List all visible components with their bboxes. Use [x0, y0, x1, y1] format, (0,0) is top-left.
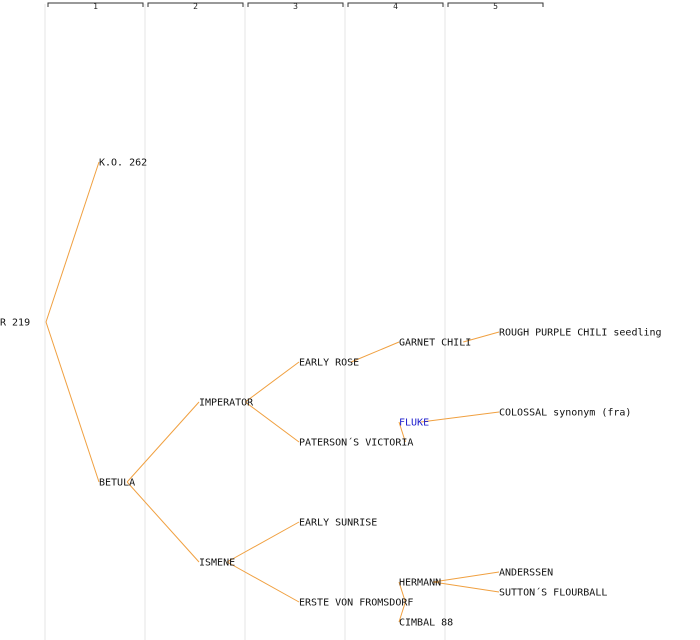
branch-hermann-to-anderssen — [433, 571, 500, 583]
branch-fluke-to-colossal — [421, 411, 500, 423]
generation-dividers — [44, 4, 446, 640]
branch-root-to-betula — [45, 321, 100, 483]
node-hermann[interactable]: HERMANN — [399, 578, 441, 589]
node-garnet-chili[interactable]: GARNET CHILI — [399, 338, 471, 349]
branch-hermann-to-suttons-flourball — [433, 581, 500, 593]
generation-bracket-3 — [247, 2, 344, 7]
generation-number-5: 5 — [493, 2, 498, 11]
node-early-rose[interactable]: EARLY ROSE — [299, 358, 359, 369]
generation-bracket-1 — [47, 2, 144, 7]
branch-erste-von-fromsdorf-to-hermann — [398, 581, 406, 603]
branch-erste-von-fromsdorf-to-cimbal-88 — [398, 601, 406, 623]
generation-bracket-5 — [447, 2, 544, 7]
branch-betula-to-imperator — [126, 401, 200, 483]
node-root[interactable]: R 219 — [0, 318, 30, 329]
generation-number-3: 3 — [293, 2, 298, 11]
branch-root-to-ko262 — [45, 161, 100, 323]
node-rough-purple-chili[interactable]: ROUGH PURPLE CHILI seedling — [499, 328, 662, 339]
branch-imperator-to-early-rose — [244, 361, 300, 403]
node-imperator[interactable]: IMPERATOR — [199, 398, 254, 409]
node-betula[interactable]: BETULA — [99, 478, 135, 489]
node-ismene[interactable]: ISMENE — [199, 558, 235, 569]
branch-early-rose-to-garnet-chili — [351, 341, 400, 363]
generation-number-2: 2 — [193, 2, 198, 11]
node-cimbal-88[interactable]: CIMBAL 88 — [399, 618, 453, 629]
generation-number-1: 1 — [93, 2, 98, 11]
branch-lines — [45, 161, 500, 623]
generation-number-4: 4 — [393, 2, 398, 11]
node-erste-von-fromsdorf[interactable]: ERSTE VON FROMSDORF — [299, 598, 413, 609]
node-early-sunrise[interactable]: EARLY SUNRISE — [299, 518, 377, 529]
branch-ismene-to-early-sunrise — [226, 521, 300, 563]
node-patersons-victoria[interactable]: PATERSON´S VICTORIA — [299, 437, 413, 449]
branch-imperator-to-patersons-victoria — [244, 401, 300, 443]
node-ko262[interactable]: K.O. 262 — [99, 158, 147, 169]
branch-garnet-chili-to-rough-purple-chili — [463, 331, 500, 343]
node-colossal[interactable]: COLOSSAL synonym (fra) — [499, 408, 631, 419]
generation-bracket-4 — [347, 2, 444, 7]
branch-ismene-to-erste-von-fromsdorf — [226, 561, 300, 603]
branch-patersons-victoria-to-fluke — [398, 421, 406, 443]
generation-header: 1 2 3 4 5 — [47, 2, 544, 11]
node-labels: R 219 K.O. 262 BETULA IMPERATOR ISMENE EARLY … — [0, 158, 662, 629]
node-anderssen[interactable]: ANDERSSEN — [499, 568, 553, 579]
branch-betula-to-ismene — [126, 481, 200, 563]
node-suttons-flourball[interactable]: SUTTON´S FLOURBALL — [499, 587, 607, 599]
node-fluke[interactable]: FLUKE — [399, 418, 429, 429]
generation-bracket-2 — [147, 2, 244, 7]
